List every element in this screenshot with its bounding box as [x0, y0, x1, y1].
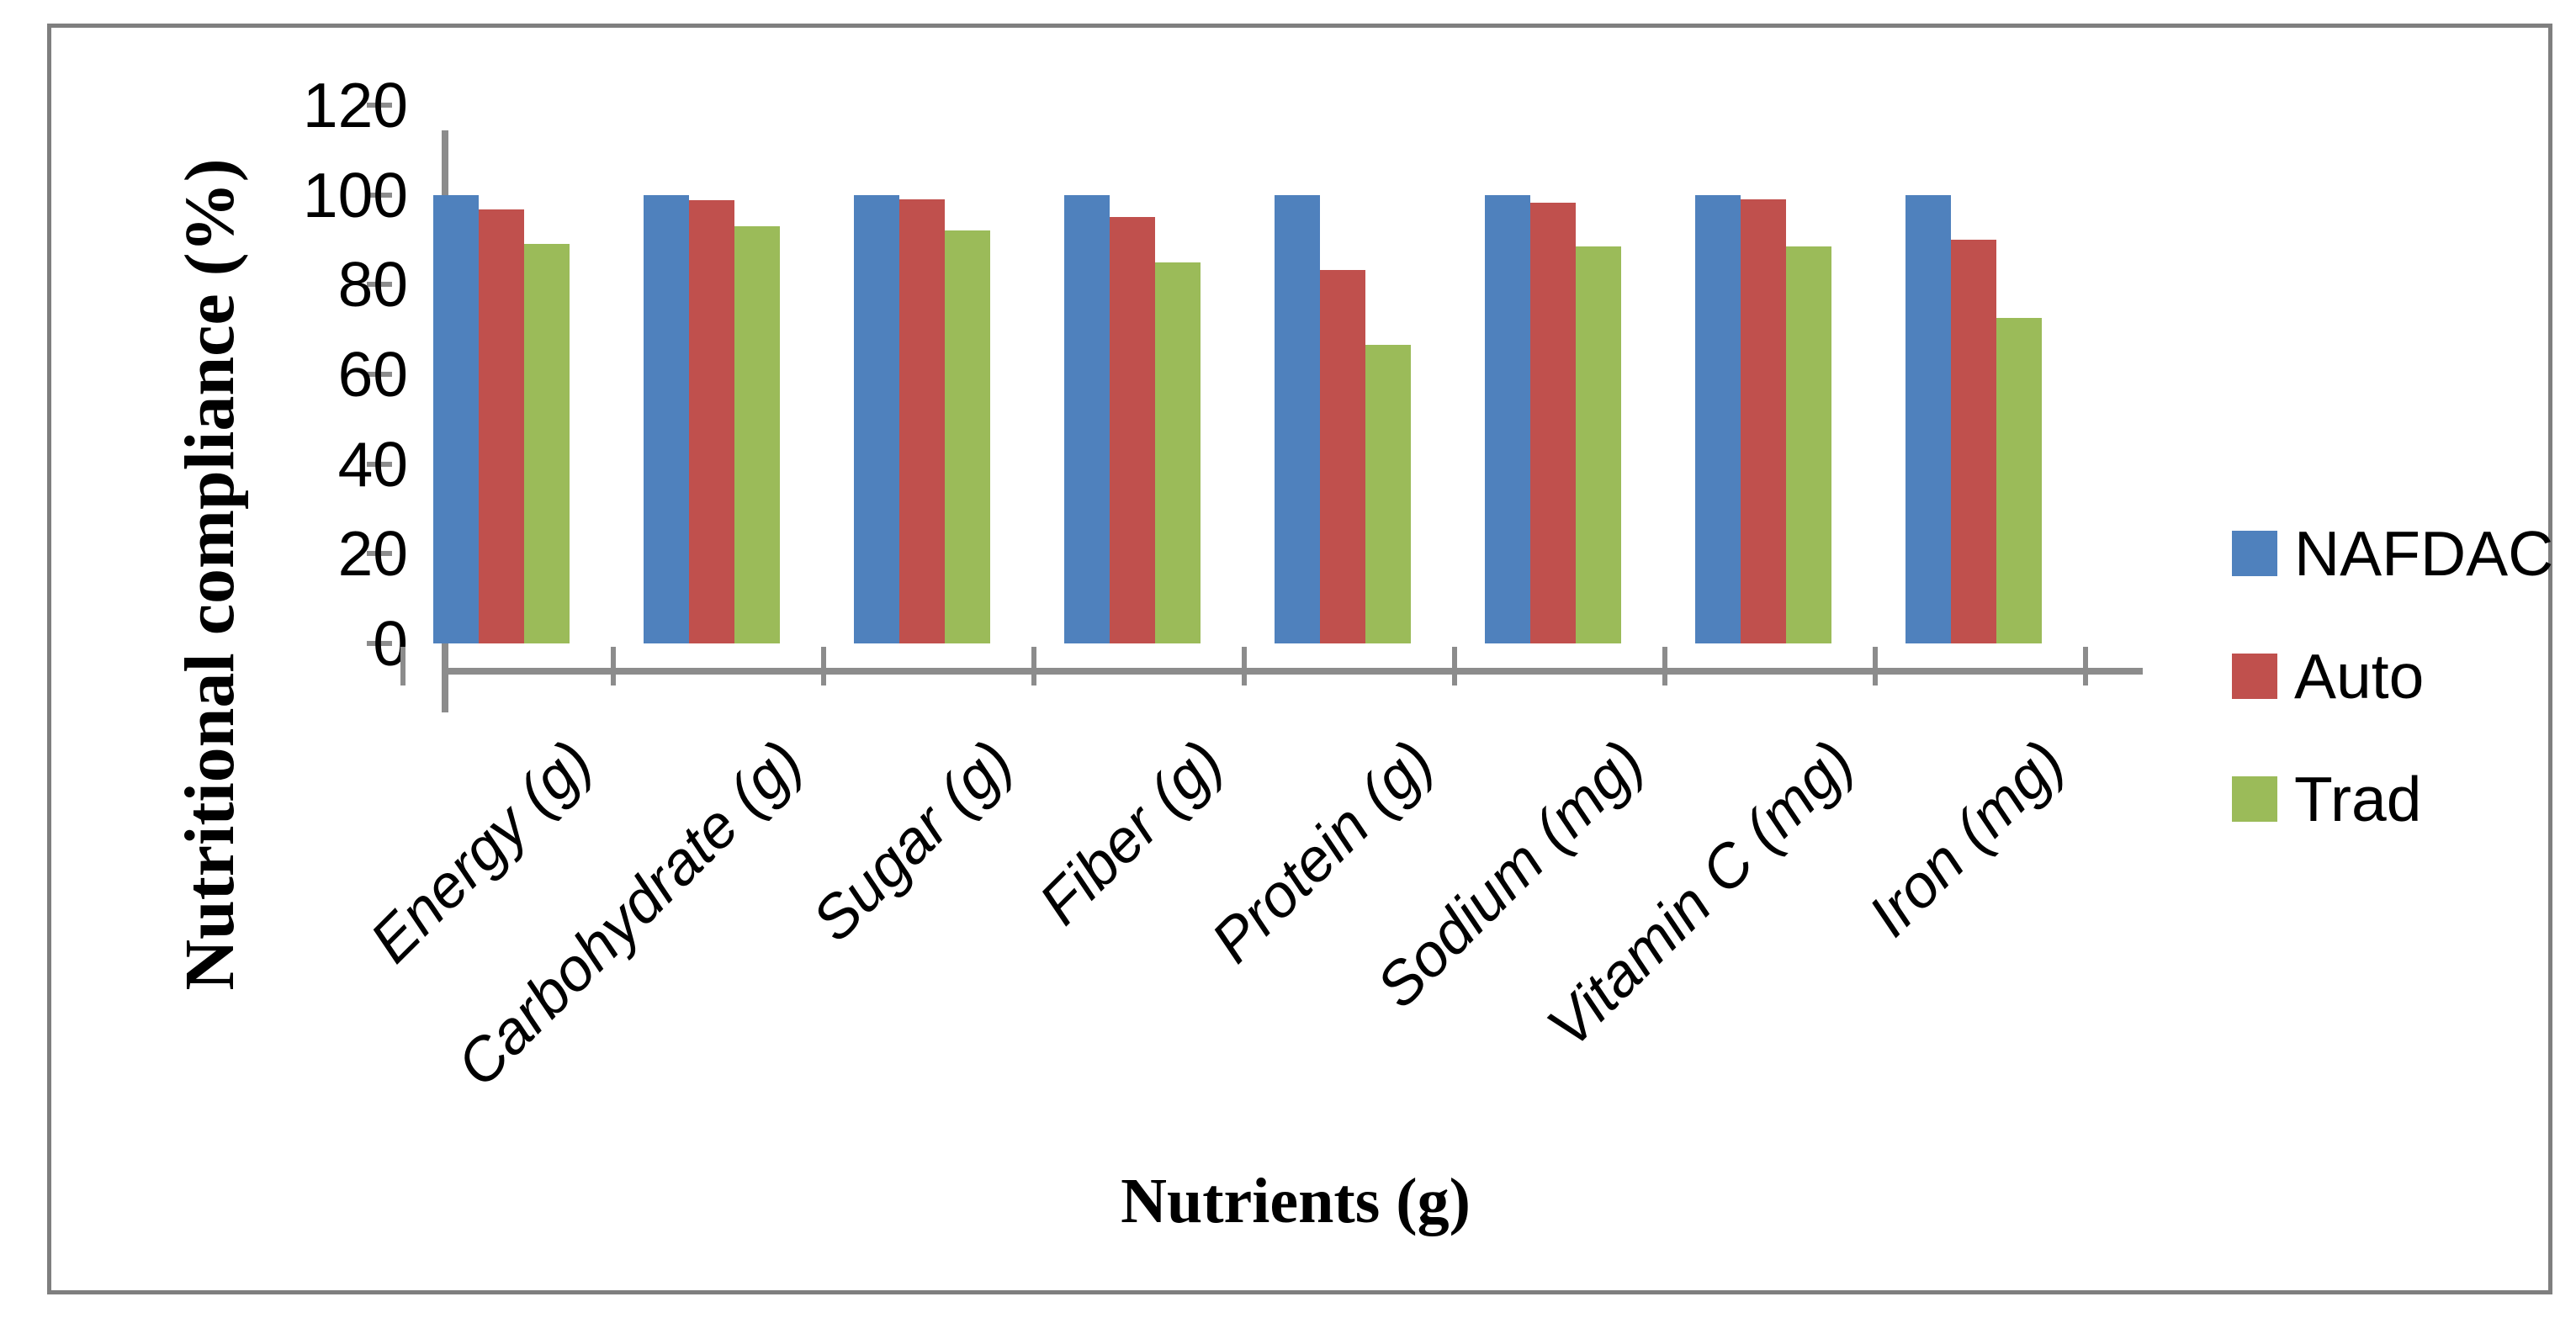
x-axis-title: Nutrients (g)	[1121, 1166, 1471, 1236]
bar-nafdac-8	[1905, 194, 1951, 643]
bar-auto-3	[899, 198, 945, 643]
y-tick-label: 60	[337, 338, 408, 410]
legend-swatch-auto	[2232, 654, 2277, 699]
bar-trad-2	[734, 225, 780, 643]
y-tick-mark	[367, 282, 392, 288]
y-tick-label: 0	[373, 608, 408, 679]
bar-nafdac-3	[854, 194, 899, 643]
bar-nafdac-5	[1275, 194, 1320, 643]
y-tick-mark	[367, 641, 392, 646]
legend: NAFDAC Auto Trad	[2232, 520, 2553, 888]
x-tick-mark	[1452, 647, 1457, 685]
bar-nafdac-2	[644, 194, 689, 643]
x-tick-mark	[2083, 647, 2088, 685]
y-tick-mark	[367, 102, 392, 108]
x-tick-mark	[1873, 647, 1878, 685]
x-category-label: Iron (mg)	[1856, 728, 2078, 950]
bar-nafdac-7	[1695, 194, 1741, 643]
y-tick-mark	[367, 371, 392, 377]
bar-trad-3	[945, 230, 990, 643]
y-tick-label: 80	[337, 249, 408, 320]
x-tick-mark	[400, 647, 405, 685]
legend-item-auto: Auto	[2232, 643, 2553, 710]
bar-nafdac-1	[433, 194, 479, 643]
bar-auto-8	[1951, 239, 1996, 643]
legend-label-auto: Auto	[2294, 641, 2425, 712]
legend-swatch-trad	[2232, 776, 2277, 822]
x-tick-mark	[1662, 647, 1667, 685]
y-tick-label: 40	[337, 428, 408, 500]
legend-item-trad: Trad	[2232, 765, 2553, 833]
x-axis-line	[442, 668, 2143, 675]
bar-auto-4	[1110, 217, 1155, 643]
legend-label-nafdac: NAFDAC	[2294, 518, 2554, 589]
chart-frame-border: Nutritional compliance (%) 0 20 40 60 80 100 1…	[47, 24, 2553, 1294]
bar-auto-1	[479, 209, 524, 643]
bar-auto-2	[689, 200, 734, 643]
y-tick-label: 100	[302, 159, 408, 230]
x-tick-mark	[1242, 647, 1247, 685]
bar-trad-7	[1786, 246, 1831, 643]
bar-nafdac-4	[1064, 194, 1110, 643]
bar-trad-4	[1155, 262, 1201, 643]
bar-trad-1	[524, 244, 570, 643]
bar-auto-7	[1741, 198, 1786, 643]
x-tick-mark	[821, 647, 826, 685]
bar-auto-6	[1530, 202, 1576, 643]
x-category-label: Fiber (g)	[1026, 728, 1237, 938]
bar-auto-5	[1320, 269, 1365, 643]
x-tick-mark	[1031, 647, 1036, 685]
legend-item-nafdac: NAFDAC	[2232, 520, 2553, 587]
x-tick-mark	[611, 647, 616, 685]
bar-trad-5	[1365, 345, 1411, 643]
y-tick-mark	[367, 192, 392, 198]
y-tick-label: 120	[302, 69, 408, 140]
legend-label-trad: Trad	[2294, 764, 2422, 834]
x-category-label: Carbohydrate (g)	[443, 728, 816, 1100]
x-category-label: Sugar (g)	[799, 728, 1026, 955]
y-tick-mark	[367, 461, 392, 467]
y-tick-mark	[367, 551, 392, 557]
bar-nafdac-6	[1485, 194, 1530, 643]
legend-swatch-nafdac	[2232, 531, 2277, 576]
bar-trad-8	[1996, 318, 2042, 643]
bar-trad-6	[1576, 246, 1621, 643]
y-tick-label: 20	[337, 518, 408, 590]
